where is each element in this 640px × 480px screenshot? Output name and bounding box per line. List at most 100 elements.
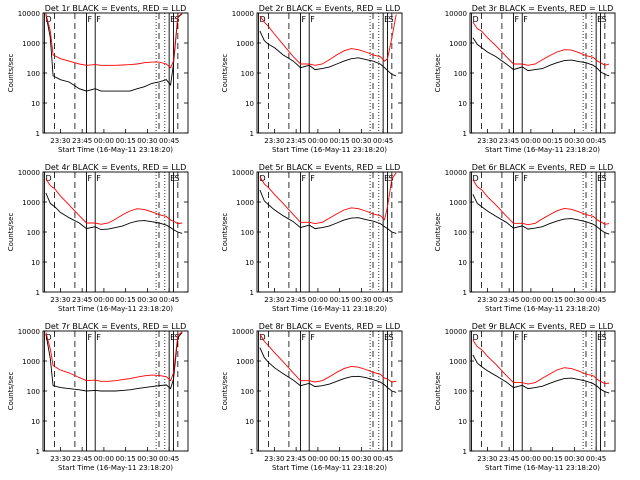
plot-frame xyxy=(42,330,189,452)
x-tick-label: 00:00 xyxy=(308,455,328,463)
x-tick-label: 00:00 xyxy=(308,137,328,145)
marker-label: S xyxy=(602,333,607,342)
marker-label: D xyxy=(472,333,478,342)
y-tick-label: 100 xyxy=(454,229,467,237)
marker-label: F xyxy=(302,333,307,342)
y-tick-label: 100 xyxy=(27,70,40,78)
x-tick-label: 00:15 xyxy=(330,455,350,463)
marker-label: E xyxy=(597,15,602,24)
y-axis-label: Counts/sec xyxy=(434,372,442,411)
panel-title: Det 6r BLACK = Events, RED = LLD xyxy=(472,163,614,172)
series-line-lld xyxy=(472,179,610,226)
y-tick-label: 10 xyxy=(245,100,254,108)
y-tick-label: 1000 xyxy=(22,199,40,207)
series-line-events xyxy=(259,30,397,77)
marker-label: E xyxy=(170,174,175,183)
x-axis-label: Start Time (16-May-11 23:18:20) xyxy=(58,146,173,154)
y-tick-label: 10 xyxy=(458,418,467,426)
x-tick-label: 00:30 xyxy=(564,137,584,145)
x-tick-label: 00:15 xyxy=(116,455,136,463)
x-tick-label: 00:30 xyxy=(137,137,157,145)
y-axis-label: Counts/sec xyxy=(221,213,229,252)
series-line-events xyxy=(472,37,610,77)
y-tick-label: 10000 xyxy=(232,10,254,18)
x-tick-label: 23:45 xyxy=(72,455,92,463)
y-tick-label: 1000 xyxy=(236,40,254,48)
x-tick-label: 00:15 xyxy=(543,296,563,304)
x-tick-label: 23:30 xyxy=(477,296,497,304)
series-line-lld xyxy=(259,14,397,66)
y-tick-label: 1 xyxy=(36,448,40,456)
x-tick-label: 23:45 xyxy=(72,137,92,145)
x-axis-label: Start Time (16-May-11 23:18:20) xyxy=(485,305,600,313)
marker-label: F xyxy=(96,333,101,342)
x-axis-label: Start Time (16-May-11 23:18:20) xyxy=(272,305,387,313)
marker-label: D xyxy=(45,333,51,342)
series-line-events xyxy=(472,194,610,235)
x-tick-label: 23:30 xyxy=(264,137,284,145)
x-tick-label: 00:00 xyxy=(94,296,114,304)
marker-label: D xyxy=(45,174,51,183)
x-tick-label: 00:00 xyxy=(521,455,541,463)
marker-label: F xyxy=(88,15,93,24)
x-tick-label: 00:15 xyxy=(543,455,563,463)
y-tick-label: 1 xyxy=(250,130,254,138)
marker-label: S xyxy=(602,174,607,183)
x-axis-label: Start Time (16-May-11 23:18:20) xyxy=(58,305,173,313)
x-tick-label: 00:15 xyxy=(330,296,350,304)
y-tick-label: 10000 xyxy=(445,328,467,336)
x-axis-label: Start Time (16-May-11 23:18:20) xyxy=(485,464,600,472)
marker-label: E xyxy=(170,15,175,24)
marker-label: D xyxy=(259,174,265,183)
x-tick-label: 00:45 xyxy=(159,137,179,145)
y-axis-label: Counts/sec xyxy=(221,372,229,411)
marker-label: D xyxy=(472,15,478,24)
x-tick-label: 23:45 xyxy=(72,296,92,304)
y-tick-label: 10 xyxy=(458,259,467,267)
plot-frame xyxy=(42,12,189,134)
marker-label: E xyxy=(384,15,389,24)
marker-label: F xyxy=(523,15,528,24)
chart-panel-1: Det 1r BLACK = Events, RED = LLD 1 10 100 10… xyxy=(7,4,189,154)
y-tick-label: 100 xyxy=(241,388,254,396)
x-tick-label: 23:45 xyxy=(499,455,519,463)
y-tick-label: 10000 xyxy=(445,10,467,18)
marker-label: E xyxy=(597,333,602,342)
marker-label: S xyxy=(175,15,180,24)
y-tick-label: 100 xyxy=(454,388,467,396)
x-tick-label: 23:30 xyxy=(264,296,284,304)
y-tick-label: 10000 xyxy=(232,169,254,177)
series-line-lld xyxy=(472,21,610,66)
y-tick-label: 1000 xyxy=(236,358,254,366)
x-tick-label: 00:00 xyxy=(94,137,114,145)
marker-label: S xyxy=(389,333,394,342)
marker-label: S xyxy=(602,15,607,24)
x-axis-label: Start Time (16-May-11 23:18:20) xyxy=(58,464,173,472)
series-line-events xyxy=(259,347,397,393)
x-tick-label: 23:45 xyxy=(286,296,306,304)
series-line-lld xyxy=(45,331,183,382)
x-tick-label: 00:45 xyxy=(586,137,606,145)
y-tick-label: 10 xyxy=(31,100,40,108)
chart-panel-3: Det 3r BLACK = Events, RED = LLD 1 10 100 10… xyxy=(434,4,616,154)
y-tick-label: 1 xyxy=(250,289,254,297)
chart-panel-8: Det 8r BLACK = Events, RED = LLD 1 10 100 10… xyxy=(221,322,403,472)
marker-label: S xyxy=(389,174,394,183)
y-axis-label: Counts/sec xyxy=(7,213,15,252)
marker-label: F xyxy=(523,333,528,342)
y-tick-label: 1 xyxy=(36,289,40,297)
x-axis-label: Start Time (16-May-11 23:18:20) xyxy=(485,146,600,154)
series-line-lld xyxy=(472,339,610,385)
y-tick-label: 10000 xyxy=(18,328,40,336)
x-tick-label: 00:30 xyxy=(564,455,584,463)
y-tick-label: 10000 xyxy=(445,169,467,177)
panel-title: Det 8r BLACK = Events, RED = LLD xyxy=(259,322,401,331)
marker-label: F xyxy=(302,174,307,183)
panel-title: Det 4r BLACK = Events, RED = LLD xyxy=(45,163,187,172)
y-tick-label: 1000 xyxy=(449,358,467,366)
marker-label: D xyxy=(259,333,265,342)
x-tick-label: 00:15 xyxy=(330,137,350,145)
x-tick-label: 23:30 xyxy=(50,137,70,145)
marker-label: E xyxy=(384,333,389,342)
